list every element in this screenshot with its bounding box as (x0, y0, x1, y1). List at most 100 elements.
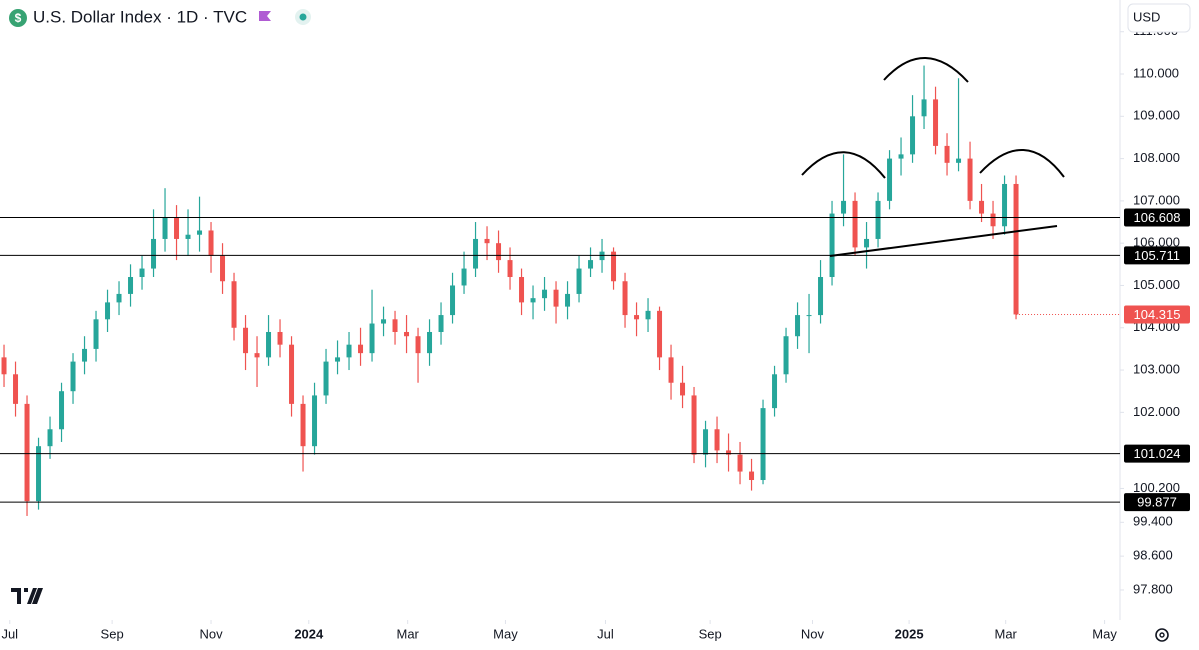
y-tick-label: 98.600 (1133, 548, 1173, 563)
candle-body (59, 391, 65, 430)
y-tick-label: 103.000 (1133, 361, 1180, 376)
candle-body (381, 319, 387, 324)
candle-body (243, 327, 249, 354)
level-label: 105.711 (1134, 248, 1180, 263)
x-tick-label: 2025 (895, 626, 924, 641)
candle-body (921, 99, 927, 117)
candle-body (979, 200, 985, 214)
x-tick-label: Sep (699, 626, 722, 641)
y-tick-label: 102.000 (1133, 404, 1180, 419)
candle-body (910, 116, 916, 155)
candle-body (369, 323, 375, 354)
candle-body (335, 357, 341, 362)
candle-body (36, 446, 42, 502)
x-tick-label: Sep (101, 626, 124, 641)
candle-body (933, 99, 939, 146)
candle-body (208, 230, 214, 256)
neckline (829, 225, 1058, 257)
candle-body (47, 429, 53, 447)
candle-body (634, 315, 640, 320)
candles (1, 65, 1019, 516)
candle-body (13, 374, 19, 404)
candle-body (588, 260, 594, 269)
y-tick-label: 106.000 (1133, 235, 1180, 250)
candle-body (197, 230, 203, 235)
candle-body (841, 200, 847, 214)
level-label-bg (1124, 444, 1190, 463)
candle-body (346, 344, 352, 358)
x-tick-label: May (493, 626, 518, 641)
candle-body (404, 331, 410, 337)
x-tick-label: Jul (597, 626, 614, 641)
candle-body (1, 357, 7, 375)
level-label-bg (1124, 246, 1190, 265)
currency-label: USD (1133, 9, 1160, 24)
candle-body (967, 158, 973, 201)
level-label-bg (1124, 208, 1190, 227)
candle-body (185, 234, 191, 239)
candle-body (565, 293, 571, 307)
settings-icon-center (1159, 632, 1165, 638)
y-tick-label: 108.000 (1133, 150, 1180, 165)
candle-body (289, 344, 295, 404)
y-tick-label: 109.000 (1133, 108, 1180, 123)
candle-body (82, 348, 88, 362)
candle-body (116, 293, 122, 303)
flag-icon[interactable] (259, 11, 271, 21)
candle-body (622, 281, 628, 316)
candle-body (530, 298, 536, 303)
candle-body (737, 454, 743, 472)
candle-body (151, 238, 157, 269)
header-bg (0, 0, 420, 34)
candle-body (312, 395, 318, 447)
candle-body (507, 260, 513, 278)
candle-body (427, 331, 433, 354)
candle-body (668, 357, 674, 383)
candle-body (438, 315, 444, 332)
candle-body (139, 268, 145, 278)
candle-body (392, 319, 398, 332)
left-shoulder-arc (801, 151, 886, 179)
candle-body (795, 315, 801, 337)
level-label: 101.024 (1134, 446, 1181, 461)
candle-body (93, 319, 99, 349)
candle-body (70, 361, 76, 392)
currency-button[interactable] (1127, 3, 1191, 33)
candle-body (162, 217, 168, 239)
level-label-bg (1124, 493, 1190, 512)
y-tick-label: 100.200 (1133, 480, 1180, 495)
x-tick-label: May (1092, 626, 1117, 641)
y-tick-label: 107.000 (1133, 192, 1180, 207)
candle-body (691, 395, 697, 455)
candle-body (806, 315, 812, 317)
candle-body (323, 361, 329, 396)
candle-body (1002, 183, 1008, 227)
x-tick-label: 2024 (294, 626, 324, 641)
candle-body (714, 429, 720, 451)
candle-body (496, 243, 502, 261)
candle-body (898, 154, 904, 159)
candle-body (864, 238, 870, 248)
symbol-icon (9, 9, 27, 27)
candle-body (680, 382, 686, 396)
candle-body (128, 277, 134, 294)
candle-body (645, 310, 651, 320)
candle-body (760, 408, 766, 481)
candle-body (576, 268, 582, 294)
candle-body (266, 331, 272, 358)
candle-body (875, 200, 881, 239)
candle-body (1013, 183, 1019, 315)
symbol-icon-glyph: $ (15, 11, 22, 25)
status-dot (299, 13, 307, 21)
candle-body (461, 268, 467, 286)
candle-body (726, 450, 732, 455)
candle-body (990, 213, 996, 227)
candle-body (473, 238, 479, 269)
candle-body (254, 353, 260, 358)
last-price-label: 104.315 (1134, 307, 1181, 322)
settings-icon[interactable] (1155, 628, 1169, 642)
candle-body (231, 281, 237, 328)
